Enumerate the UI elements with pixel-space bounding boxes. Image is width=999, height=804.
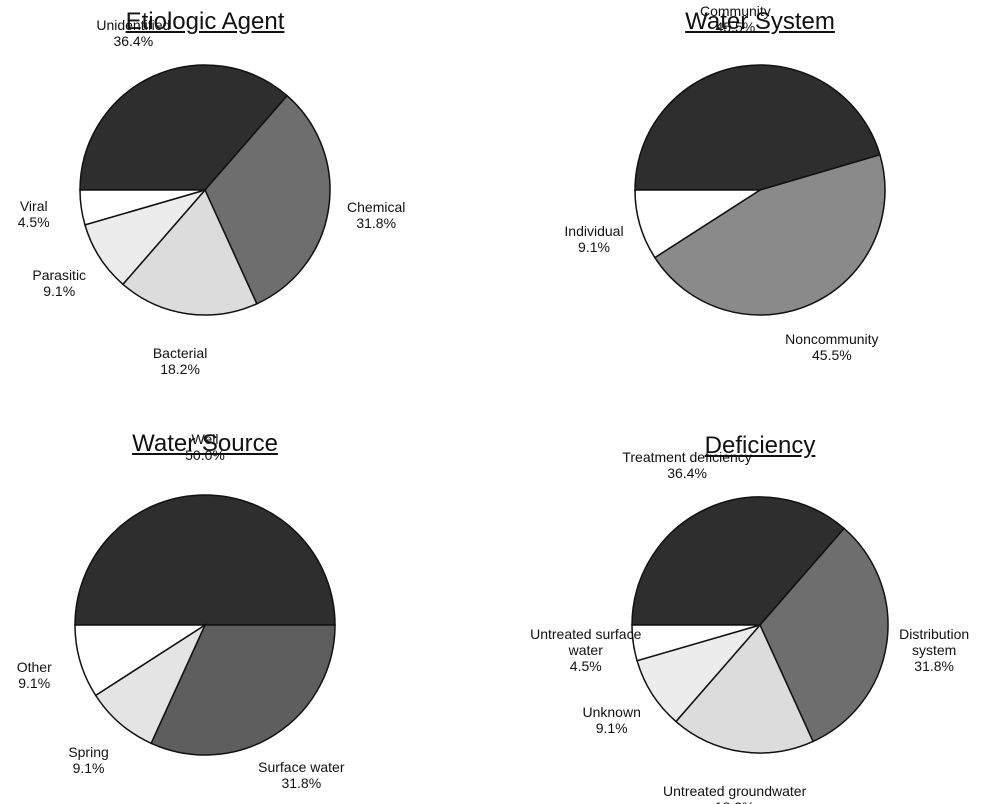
pie-slice	[759, 527, 889, 743]
slice-label: Untreated groundwater18.2%	[663, 783, 806, 804]
slice-label: Surface water 31.8%	[258, 759, 344, 791]
pie-slice	[634, 189, 763, 259]
slice-label: Treatment deficiency 36.4%	[622, 449, 751, 481]
slice-label: Spring 9.1%	[68, 744, 108, 776]
slice-label: Individual 9.1%	[564, 223, 623, 255]
slice-value: 9.1%	[72, 759, 105, 776]
slice-label: Community 45.5%	[700, 3, 771, 35]
pie-slice	[634, 64, 881, 191]
slice-label: Bacterial 18.2%	[153, 345, 207, 377]
slice-name: Distribution system	[899, 626, 970, 659]
pie-slice	[121, 188, 258, 316]
chart-title: Water System	[685, 8, 835, 35]
pie-slice	[631, 624, 761, 662]
pie-slice	[74, 624, 208, 697]
slice-value: 31.8%	[914, 658, 954, 675]
slice-value: 50.0%	[185, 447, 225, 463]
slice-name: Unidentified	[96, 16, 171, 33]
slice-name: Unknown	[582, 703, 641, 720]
slice-label: Distribution system 31.8%	[899, 626, 969, 674]
slice-name: Parasitic	[32, 267, 87, 284]
slice-name: Community	[699, 2, 771, 19]
slice-name: Untreated groundwater	[663, 783, 807, 800]
slice-value: 4.5%	[17, 214, 50, 231]
slice-value: 36.4%	[113, 32, 154, 49]
slice-value: 31.8%	[356, 214, 397, 231]
slice-value: 45.5%	[715, 18, 756, 35]
slice-name: Untreated surface water	[530, 625, 642, 658]
pie-slice	[74, 494, 336, 626]
slice-name: Bacterial	[152, 345, 208, 362]
slice-name: Surface water	[258, 758, 345, 775]
slice-label: Unknown 9.1%	[583, 704, 641, 736]
slice-name: Chemical	[347, 198, 406, 215]
pie-slice	[79, 189, 206, 226]
slice-label: Untreated surface water 4.5%	[526, 626, 646, 674]
slice-label: Well 50.0%	[185, 431, 225, 463]
slice-value: 4.5%	[569, 657, 602, 674]
pie-slice	[653, 153, 886, 316]
slice-name: Spring	[68, 743, 109, 760]
slice-label: Other 9.1%	[17, 659, 52, 691]
slice-name: Treatment deficiency	[622, 448, 752, 465]
slice-name: Well	[191, 431, 219, 447]
slice-name: Other	[16, 659, 52, 676]
slice-label: Viral 4.5%	[18, 198, 50, 230]
pie-slice	[204, 94, 331, 305]
pie-slice	[79, 64, 289, 191]
slice-name: Individual	[564, 222, 624, 239]
slice-label: Chemical 31.8%	[347, 199, 405, 231]
pie-slice	[631, 496, 846, 626]
slice-label: Noncommunity 45.5%	[785, 331, 878, 363]
slice-value: 36.4%	[667, 464, 707, 481]
chart-title: Water Source	[132, 430, 278, 457]
chart-title: Etiologic Agent	[125, 8, 285, 35]
slice-label: Parasitic 9.1%	[32, 267, 86, 299]
slice-label: Unidentified 36.4%	[96, 17, 170, 49]
slice-name: Viral	[19, 198, 48, 215]
slice-value: 45.5%	[812, 347, 852, 364]
slice-value: 9.1%	[595, 719, 628, 736]
slice-value: 9.1%	[578, 238, 610, 255]
pie-slice	[674, 623, 815, 754]
slice-value: 18.2%	[663, 799, 806, 804]
slice-value: 9.1%	[18, 675, 51, 692]
slice-value: 31.8%	[281, 774, 322, 791]
slice-value: 18.2%	[160, 361, 200, 378]
slice-value: 9.1%	[43, 283, 76, 300]
slice-name: Noncommunity	[785, 331, 879, 348]
pie-slice	[150, 624, 336, 756]
chart-title: Deficiency	[704, 432, 816, 459]
